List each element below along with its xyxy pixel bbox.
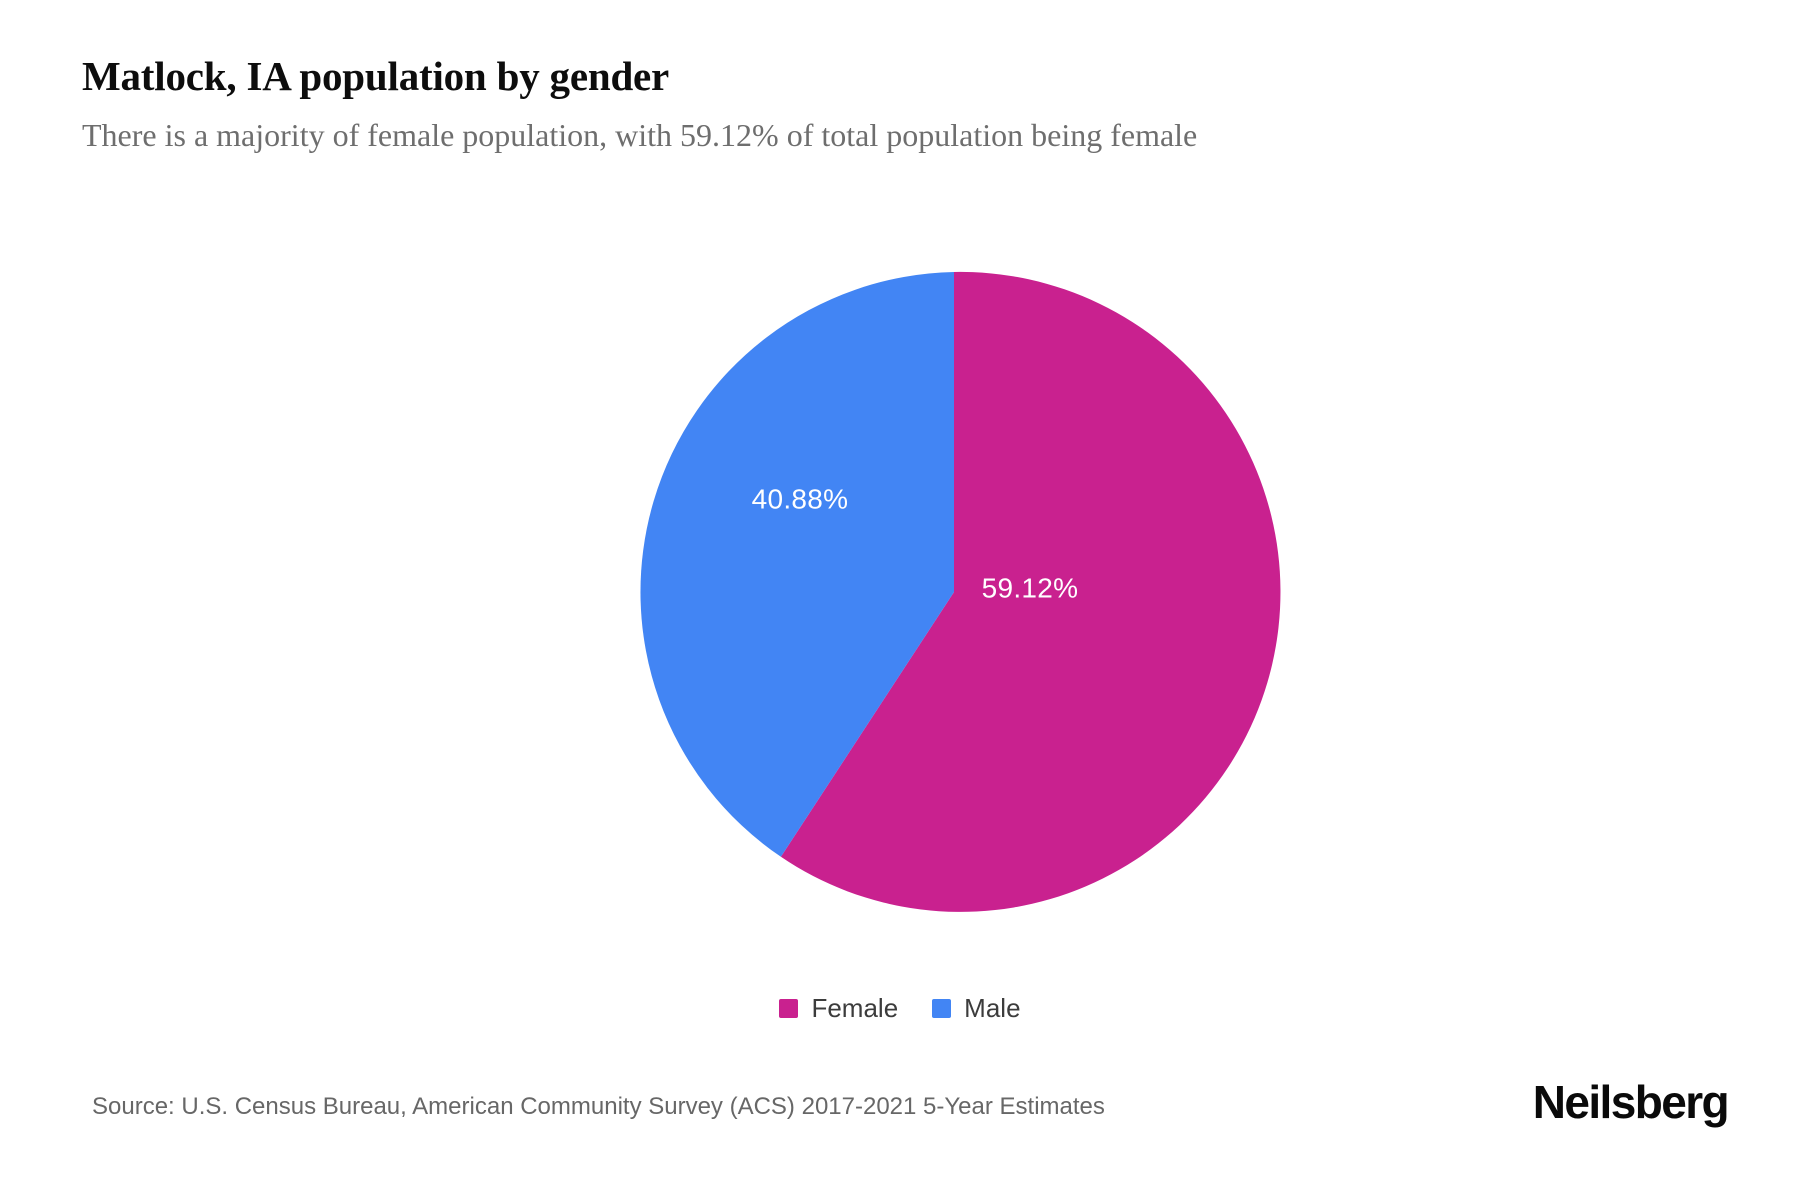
chart-subtitle: There is a majority of female population… [82, 116, 1198, 153]
source-attribution: Source: U.S. Census Bureau, American Com… [92, 1093, 1105, 1120]
chart-plot-area: 59.12% 40.88% [0, 230, 1800, 970]
legend-swatch-male-icon [932, 998, 952, 1018]
chart-footer: Source: U.S. Census Bureau, American Com… [0, 1075, 1800, 1165]
brand-logo: Neilsberg [1532, 1076, 1730, 1128]
page-title: Matlock, IA population by gender [82, 53, 670, 99]
pie-slice-label-female: 59.12% [982, 572, 1079, 603]
pie-chart-svg: 59.12% 40.88% [640, 271, 1281, 912]
chart-legend: Female Male [0, 995, 1800, 1021]
legend-item-female[interactable]: Female [779, 995, 898, 1021]
pie-slice-label-male: 40.88% [752, 483, 849, 514]
legend-swatch-female-icon [779, 998, 799, 1018]
pie-slice-male[interactable] [640, 272, 954, 857]
chart-header: Matlock, IA population by gender There i… [82, 53, 1722, 154]
pie-slice-female[interactable] [780, 271, 1281, 912]
legend-label-female: Female [811, 993, 899, 1023]
legend-item-male[interactable]: Male [932, 993, 1021, 1023]
legend-label-male: Male [964, 993, 1021, 1023]
pie-chart: 59.12% 40.88% [634, 271, 1281, 912]
